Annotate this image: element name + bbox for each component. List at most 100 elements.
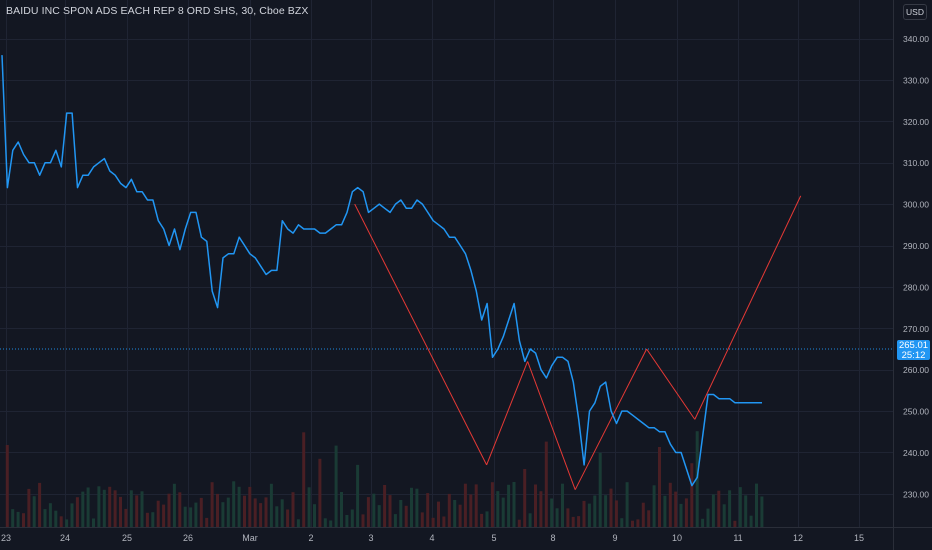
volume-bar (221, 502, 225, 527)
volume-bar (393, 514, 397, 527)
volume-bar (561, 483, 564, 527)
volume-bar (722, 504, 726, 527)
price-axis-label: 290.00 (903, 241, 929, 251)
volume-bar (345, 515, 349, 527)
volume-bar (388, 495, 392, 527)
pattern-trend-line[interactable] (574, 348, 648, 490)
volume-bar (140, 491, 144, 527)
volume-bar (555, 508, 559, 527)
volume-bar (609, 488, 613, 527)
volume-bar (733, 520, 737, 527)
pattern-trend-line[interactable] (646, 348, 696, 420)
volume-bar (652, 485, 656, 527)
time-axis-label: 23 (1, 533, 11, 543)
volume-bar (38, 482, 42, 527)
volume-bar (124, 508, 128, 527)
last-price-badge: 265.01 25:12 (897, 340, 930, 360)
volume-bar (54, 510, 58, 527)
time-axis-label: 2 (308, 533, 313, 543)
time-axis-label: 26 (183, 533, 193, 543)
volume-bar (474, 484, 478, 527)
volume-bar (679, 503, 683, 527)
price-axis-label: 320.00 (903, 117, 929, 127)
currency-button[interactable]: USD (903, 4, 927, 20)
volume-bar (377, 505, 381, 527)
volume-bar (81, 491, 85, 527)
volume-bar (313, 504, 316, 527)
volume-bar (275, 506, 279, 527)
volume-bar (318, 458, 322, 527)
volume-bar (296, 519, 300, 527)
volume-bar (614, 500, 618, 527)
volume-bar (604, 495, 608, 527)
price-axis-label: 280.00 (903, 282, 929, 292)
pattern-trend-line[interactable] (486, 361, 529, 466)
volume-bar (151, 512, 155, 527)
price-series-line[interactable] (1, 55, 762, 487)
volume-bar (701, 518, 705, 527)
volume-bar (259, 503, 263, 527)
volume-bar (431, 517, 435, 527)
volume-bar (695, 431, 699, 527)
price-axis-label: 340.00 (903, 34, 929, 44)
volume-bar (286, 509, 290, 527)
volume-bar (361, 514, 365, 527)
volume-bar (264, 497, 268, 527)
pattern-trend-line[interactable] (694, 195, 802, 420)
volume-bar (43, 509, 47, 527)
volume-bar (356, 464, 360, 527)
volume-bar (668, 482, 672, 527)
volume-bar (167, 493, 171, 527)
volume-bar (496, 491, 500, 527)
last-price-value: 265.01 (898, 340, 929, 351)
volume-bar (243, 495, 246, 527)
volume-bar (706, 508, 710, 527)
volume-bar (528, 513, 532, 527)
volume-bar (237, 486, 241, 527)
volume-bar (156, 500, 160, 527)
volume-bar (647, 510, 651, 527)
volume-bar (636, 519, 640, 527)
volume-bar (571, 516, 575, 527)
volume-bar (307, 487, 311, 527)
volume-bar (22, 513, 25, 527)
volume-bar (582, 500, 586, 527)
volume-bar (119, 496, 122, 527)
volume-bar (334, 445, 338, 527)
time-axis-label: 24 (60, 533, 70, 543)
volume-bar (738, 487, 742, 527)
volume-bar (59, 516, 63, 527)
time-axis-label: Mar (242, 533, 258, 543)
volume-bar (145, 512, 149, 527)
volume-bar (399, 500, 403, 527)
volume-bar (86, 487, 90, 527)
volume-bar (507, 484, 511, 527)
price-axis-label: 270.00 (903, 324, 929, 334)
pattern-trend-line[interactable] (527, 361, 576, 490)
volume-bar (620, 518, 624, 527)
volume-bar (453, 500, 457, 527)
volume-bar (490, 482, 494, 527)
volume-bar (485, 511, 489, 527)
volume-bar (323, 518, 327, 527)
time-axis-label: 11 (733, 533, 742, 543)
volume-bar (65, 519, 69, 527)
volume-bar (291, 492, 295, 527)
volume-bar (631, 520, 634, 527)
volume-bar (420, 512, 424, 527)
volume-bar (280, 499, 284, 527)
volume-bar (178, 492, 182, 527)
volume-bar (350, 509, 354, 527)
volume-bar (329, 520, 333, 527)
volume-bar (92, 518, 95, 527)
volume-bar (523, 469, 527, 527)
volume-bar (755, 483, 758, 527)
time-axis-label: 5 (491, 533, 496, 543)
volume-bar (269, 483, 273, 527)
volume-bar (183, 506, 187, 527)
volume-bar (517, 519, 521, 527)
pattern-trend-line[interactable] (354, 203, 488, 466)
volume-bar (674, 491, 678, 527)
